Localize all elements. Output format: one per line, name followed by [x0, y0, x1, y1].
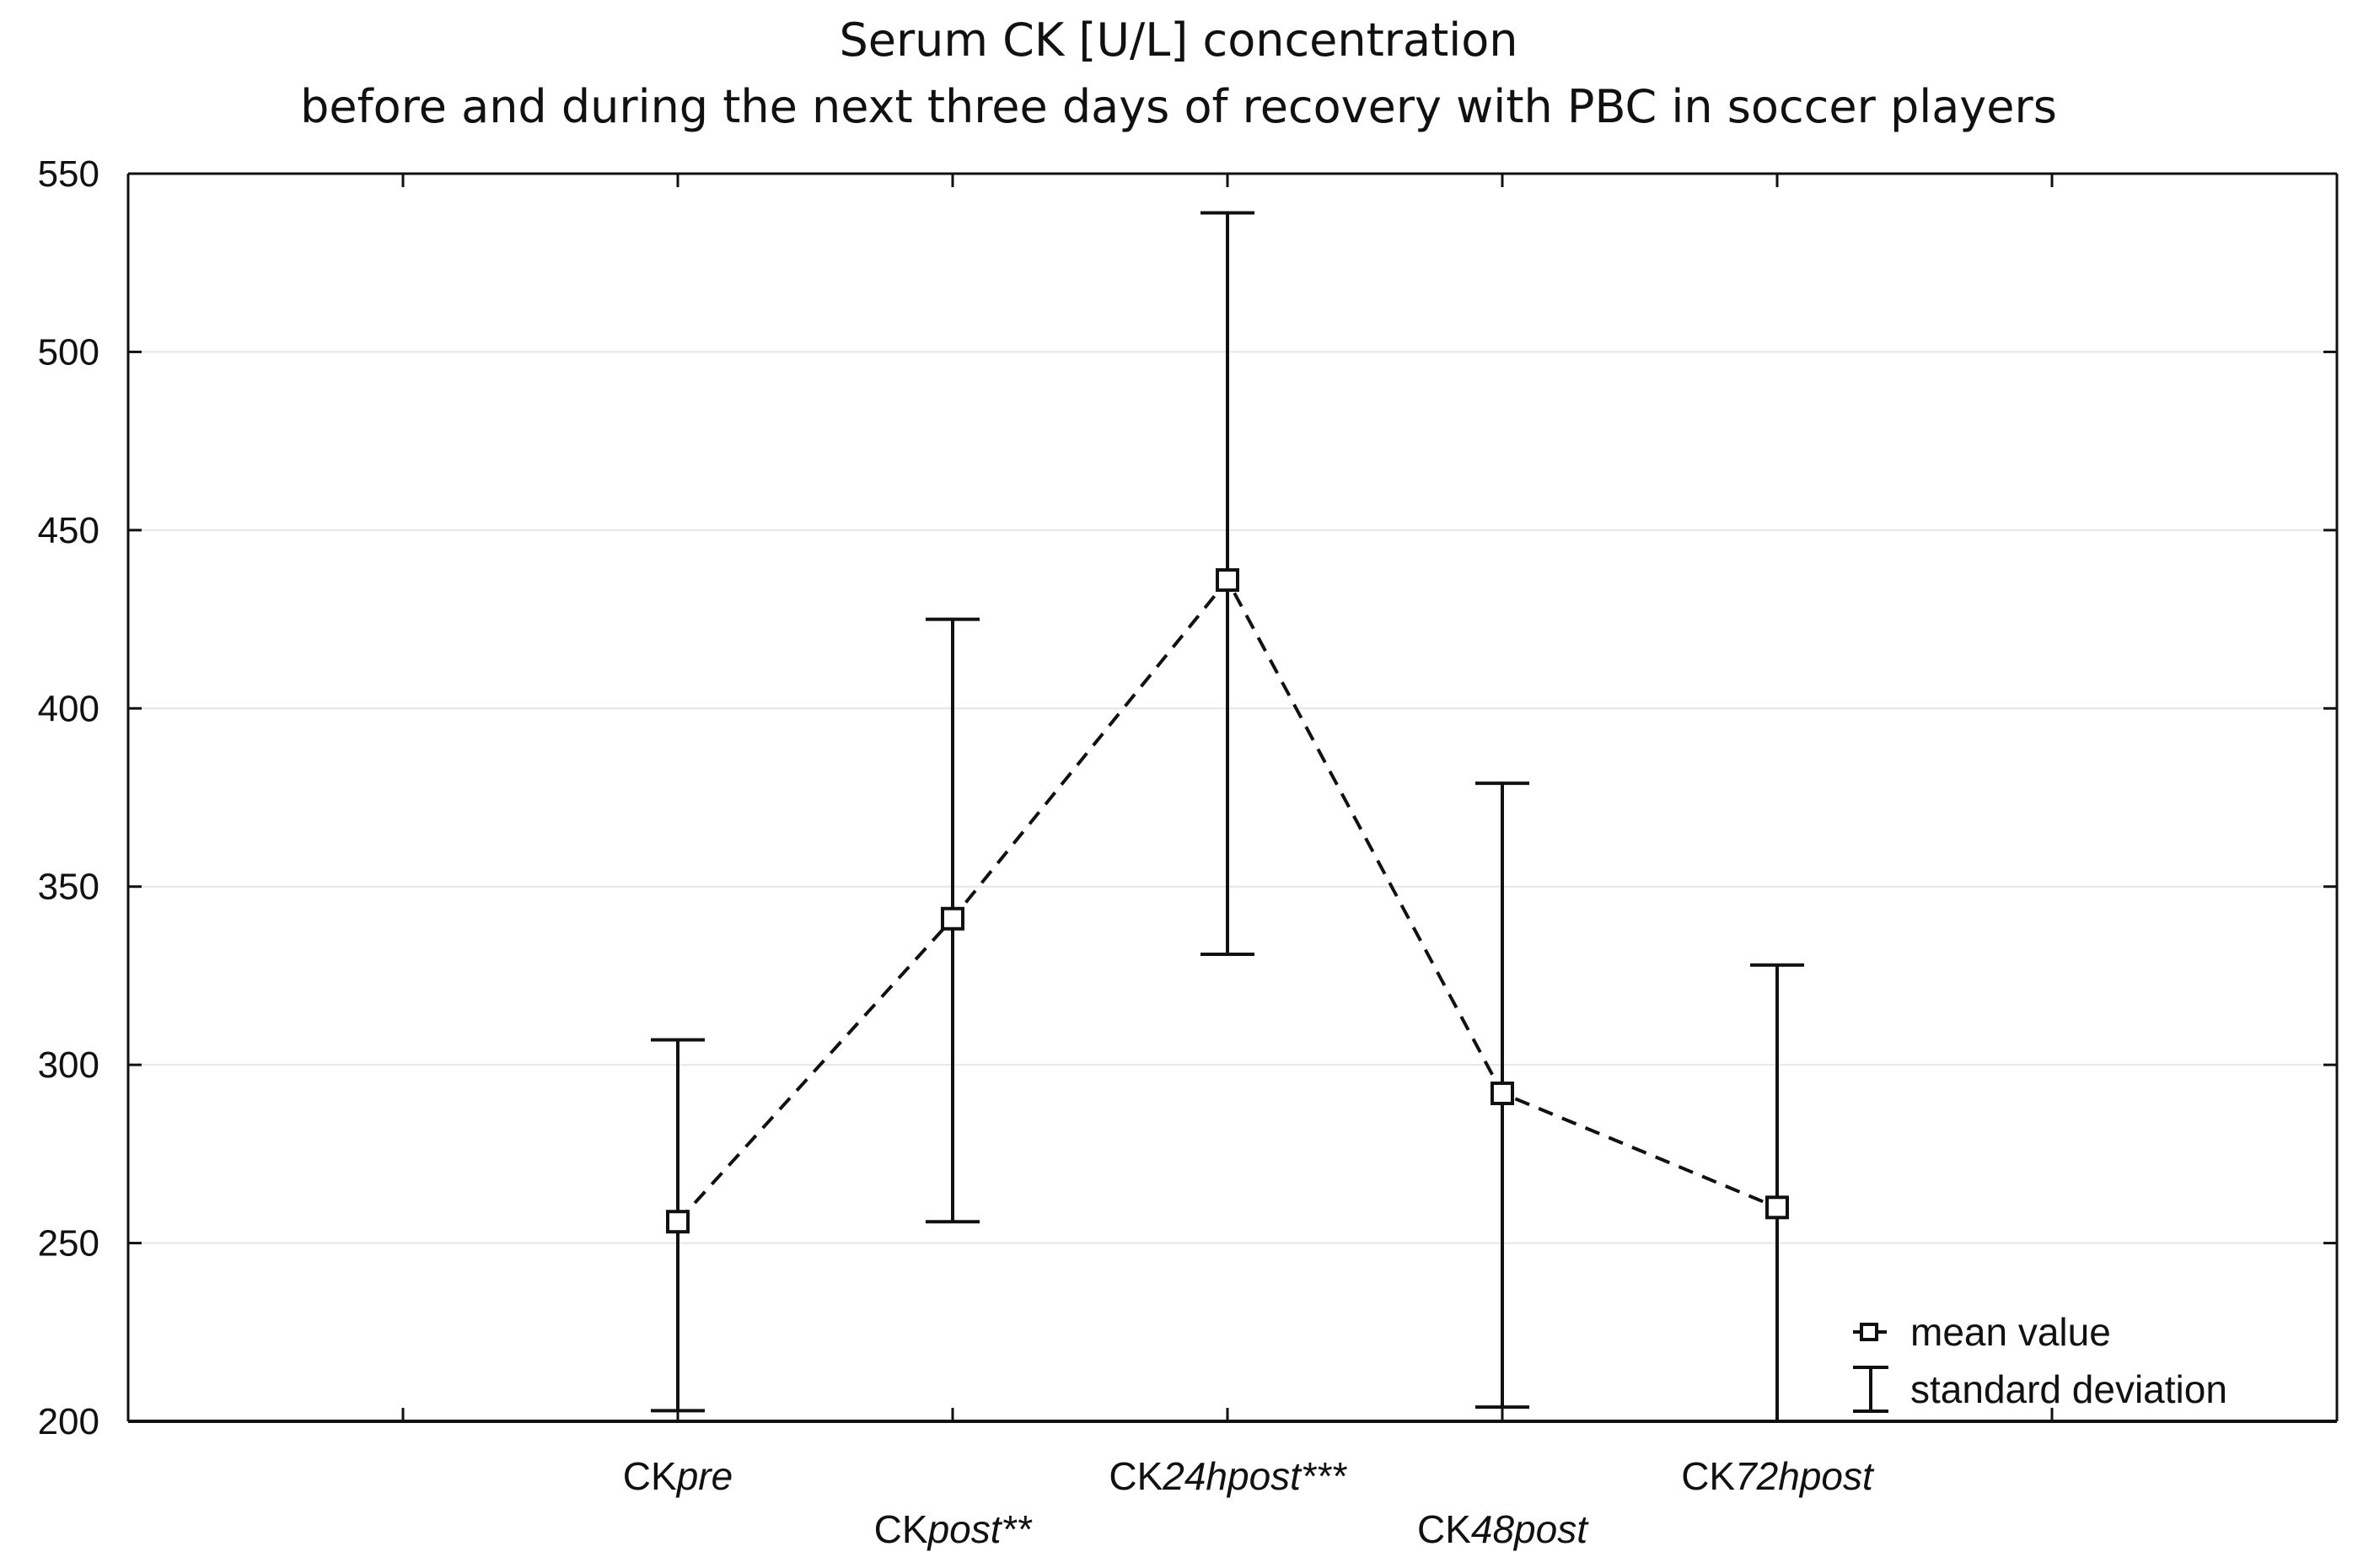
- axes: [126, 172, 2339, 1423]
- y-tick-label: 250: [38, 1223, 99, 1265]
- mean-value-point: [1216, 568, 1239, 593]
- y-tick-label: 550: [38, 153, 99, 195]
- legend-sd-label: standard deviation: [1910, 1367, 2227, 1411]
- grid-lines: [128, 351, 2337, 1244]
- mean-value-point: [1491, 1081, 1514, 1105]
- x-category-label: CK48post: [1417, 1507, 1589, 1551]
- mean-value-point: [666, 1210, 690, 1234]
- legend-mean-marker: [1860, 1323, 1878, 1341]
- x-category-label: CKpost**: [874, 1507, 1034, 1551]
- x-category-labels: CKpre CKpost** CK24hpost*** CK48post CK72hpo…: [623, 1454, 1875, 1551]
- x-category-label: CK24hpost***: [1109, 1454, 1347, 1498]
- chart-subtitle: before and during the next three days of…: [300, 80, 2057, 133]
- y-tick-label: 350: [38, 867, 99, 908]
- mean-value-point: [941, 906, 964, 931]
- chart-title: Serum CK [U/L] concentration: [839, 13, 1517, 67]
- y-tick-label: 400: [38, 688, 99, 729]
- y-tick-label: 450: [38, 510, 99, 551]
- y-tick-labels: 550 500 450 400 350 300 250 200: [38, 153, 99, 1442]
- y-tick-label: 200: [38, 1401, 99, 1442]
- y-tick-label: 500: [38, 331, 99, 373]
- legend-mean-label: mean value: [1910, 1310, 2111, 1354]
- x-category-label: CK72hpost: [1681, 1454, 1875, 1498]
- mean-value-point: [1765, 1195, 1789, 1220]
- legend: mean value standard deviation: [1853, 1310, 2227, 1413]
- series-mean-value: [651, 211, 1804, 1423]
- y-tick-label: 300: [38, 1044, 99, 1086]
- x-category-label: CKpre: [623, 1454, 733, 1498]
